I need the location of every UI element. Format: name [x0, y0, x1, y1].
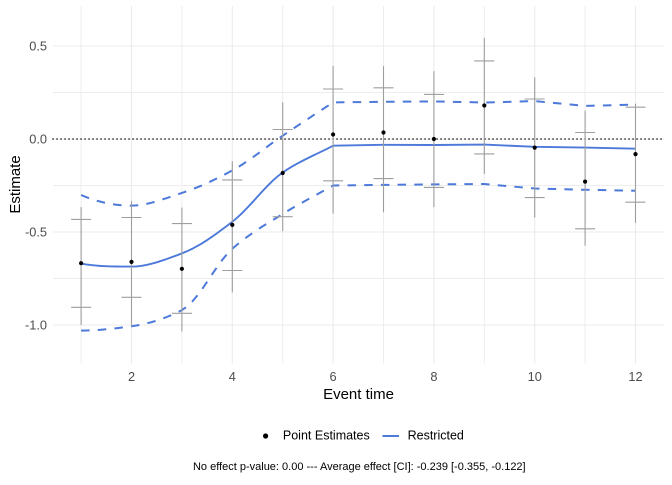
svg-text:0.0: 0.0 [29, 132, 47, 147]
svg-text:6: 6 [330, 369, 337, 384]
svg-text:Restricted: Restricted [408, 429, 464, 443]
svg-text:0.5: 0.5 [29, 39, 47, 54]
svg-text:Point Estimates: Point Estimates [283, 429, 370, 443]
svg-text:-0.5: -0.5 [25, 225, 47, 240]
svg-text:Event time: Event time [323, 386, 394, 403]
svg-text:4: 4 [229, 369, 236, 384]
svg-text:8: 8 [430, 369, 437, 384]
svg-text:2: 2 [128, 369, 135, 384]
svg-text:-1.0: -1.0 [25, 318, 47, 333]
svg-text:Estimate: Estimate [7, 155, 24, 213]
svg-text:10: 10 [528, 369, 542, 384]
svg-text:No effect p-value: 0.00 --- Av: No effect p-value: 0.00 --- Average effe… [193, 461, 526, 473]
svg-text:12: 12 [628, 369, 642, 384]
